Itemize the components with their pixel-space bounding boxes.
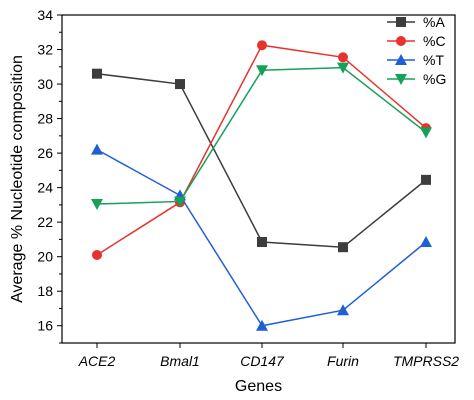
data-point [92,68,102,79]
x-tick-label: CD147 [240,353,285,369]
legend-entry: %T [387,52,444,68]
legend-marker [396,36,406,46]
x-tick-label: Furin [327,353,359,369]
y-tick-label: 16 [37,318,53,334]
data-point [257,237,267,248]
axes: 16 18 20 22 24 26 28 30 32 34 ACE2 Bmal1 CD147 Furin T… [37,7,459,369]
y-tick-label: 26 [37,145,53,161]
legend-entry: %A [387,14,445,30]
data-point [337,62,349,74]
y-tick-label: 18 [37,283,53,299]
legend-marker [395,54,407,65]
plot-frame [61,14,456,344]
data-point [421,174,431,185]
y-tick-label: 20 [37,249,53,265]
legend-label: %G [423,71,446,87]
legend-marker [395,74,407,85]
data-point [175,79,185,90]
data-point [338,242,348,253]
x-tick-label: TMPRSS2 [393,353,459,369]
y-tick-label: 22 [37,214,53,230]
data-point [174,196,186,208]
legend-label: %T [423,52,444,68]
data-point [256,319,268,331]
data-point [337,304,349,316]
data-point [257,40,267,51]
legend-marker [396,17,406,27]
legend-entry: %G [387,71,446,87]
series-3 [91,62,432,211]
series-line [96,72,427,248]
legend-label: %A [423,14,445,30]
legend-entry: %C [387,33,446,49]
legend: %A %C %T %G [387,14,446,87]
x-axis-title: Genes [235,378,282,395]
data-point [420,127,432,139]
data-point [420,236,432,248]
y-tick-label: 30 [37,76,53,92]
data-point [92,249,102,260]
data-point [338,52,348,63]
y-tick-label: 32 [37,42,53,58]
x-tick-label: Bmal1 [160,353,200,369]
y-tick-label: 34 [37,7,53,23]
series-line [96,66,427,205]
series-0 [92,68,431,253]
data-point [91,199,103,211]
y-axis-title: Average % Nucleotide composition [9,55,26,303]
x-tick-label: ACE2 [78,353,116,369]
series-line [96,44,427,256]
legend-label: %C [423,33,446,49]
y-tick-label: 28 [37,111,53,127]
series-layer [91,40,432,331]
y-tick-label: 24 [37,180,53,196]
data-point [256,65,268,77]
data-point [91,143,103,155]
